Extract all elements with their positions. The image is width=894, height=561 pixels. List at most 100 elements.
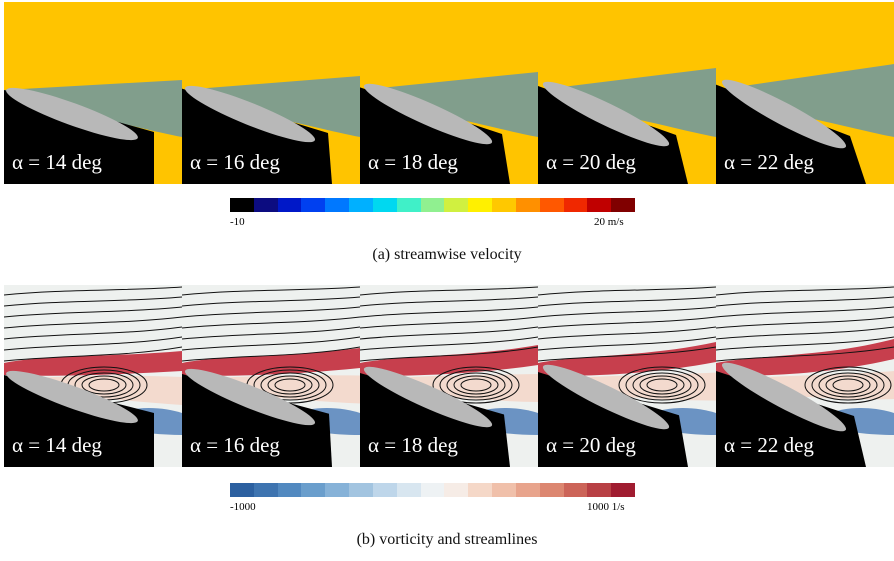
streamline: [716, 326, 894, 340]
streamline: [360, 326, 538, 340]
separated-region: [4, 80, 182, 137]
recirculation-streamline: [625, 369, 699, 401]
velocity-field: [4, 2, 182, 184]
separated-region: [182, 76, 360, 137]
airfoil-mask: [4, 375, 154, 467]
velocity-panel: α = 14 deg: [4, 2, 182, 184]
colorbar-segment: [277, 198, 302, 212]
streamline: [4, 316, 182, 329]
separated-region: [538, 68, 716, 137]
colorbar-segment: [349, 198, 373, 212]
vorticity-field: [360, 285, 538, 467]
colorbar-segment: [492, 198, 516, 212]
weak-vorticity-region: [380, 374, 538, 402]
recirculation-streamline: [453, 375, 499, 395]
streamline: [716, 306, 894, 318]
vorticity-panel: α = 22 deg: [716, 285, 894, 467]
velocity-panel: α = 22 deg: [716, 2, 894, 184]
vorticity-colorbar: [230, 483, 636, 497]
alpha-label: α = 22 deg: [724, 433, 814, 457]
recirculation-streamline: [825, 375, 871, 395]
alpha-label: α = 20 deg: [546, 433, 636, 457]
airfoil-mask: [182, 88, 332, 184]
streamline: [716, 316, 894, 329]
streamline: [538, 336, 716, 351]
velocity-row: α = 14 deg α = 16 deg α = 18 deg α = 20 deg…: [4, 2, 894, 184]
alpha-label: α = 22 deg: [724, 150, 814, 174]
streamline: [538, 296, 716, 307]
alpha-label: α = 16 deg: [190, 150, 280, 174]
colorbar-segment: [539, 483, 564, 497]
streamline: [716, 286, 894, 296]
streamline: [538, 346, 716, 362]
velocity-colorbar-min-label: -10: [230, 216, 245, 228]
streamline: [4, 296, 182, 307]
streamline: [4, 336, 182, 351]
colorbar-segment: [468, 483, 493, 497]
streamline: [360, 286, 538, 296]
streamline: [182, 316, 360, 329]
colorbar-segment: [253, 483, 278, 497]
streamline: [716, 346, 894, 362]
recirculation-streamline: [439, 369, 513, 401]
velocity-field: [716, 2, 894, 184]
colorbar-segment: [301, 198, 326, 212]
streamline: [182, 336, 360, 351]
recirculation-streamline: [832, 378, 864, 392]
streamline: [360, 346, 538, 362]
airfoil-shape: [542, 364, 670, 430]
streamline: [360, 336, 538, 351]
colorbar-segment: [587, 483, 612, 497]
recirculation-streamline: [446, 372, 506, 398]
colorbar-segment: [492, 483, 516, 497]
streamline: [716, 296, 894, 307]
colorbar-segment: [515, 483, 540, 497]
velocity-field: [182, 2, 360, 184]
airfoil-shape: [542, 81, 670, 147]
vorticity-panel: α = 20 deg: [538, 285, 716, 467]
airfoil-mask: [182, 374, 332, 467]
airfoil-mask: [538, 372, 688, 467]
airfoil-mask: [716, 371, 866, 467]
streamline: [182, 286, 360, 296]
recirculation-streamline: [639, 375, 685, 395]
colorbar-segment: [349, 483, 373, 497]
recirculation-streamline: [81, 375, 127, 395]
velocity-panel: α = 16 deg: [182, 2, 360, 184]
velocity-panel: α = 20 deg: [538, 2, 716, 184]
streamline: [4, 286, 182, 296]
airfoil-mask: [716, 84, 866, 184]
vorticity-row: α = 14 deg α = 16 deg α = 18 deg α = 20 deg…: [4, 285, 894, 467]
recirculation-streamline: [804, 366, 892, 404]
colorbar-segment: [230, 483, 254, 497]
colorbar-segment: [563, 483, 588, 497]
streamline: [182, 326, 360, 340]
colorbar-segment: [444, 198, 469, 212]
streamline: [538, 316, 716, 329]
recirculation-streamline: [253, 369, 327, 401]
vorticity-panel: α = 16 deg: [182, 285, 360, 467]
airfoil-shape: [6, 370, 138, 424]
velocity-field: [360, 2, 538, 184]
vorticity-field: [182, 285, 360, 467]
colorbar-segment: [325, 483, 350, 497]
recirculation-streamline: [74, 372, 134, 398]
airfoil-shape: [6, 87, 138, 141]
positive-vorticity-layer: [716, 339, 894, 376]
recirculation-streamline: [260, 372, 320, 398]
positive-vorticity-layer: [4, 351, 182, 376]
recirculation-streamline: [267, 375, 313, 395]
colorbar-segment: [611, 198, 636, 212]
separated-region: [716, 64, 894, 137]
colorbar-segment: [539, 198, 564, 212]
alpha-label: α = 20 deg: [546, 150, 636, 174]
alpha-label: α = 14 deg: [12, 150, 102, 174]
airfoil-mask: [360, 373, 510, 467]
vorticity-colorbar-max-label: 1000 1/s: [587, 501, 625, 513]
vorticity-field: [716, 285, 894, 467]
colorbar-segment: [468, 198, 493, 212]
separated-region: [360, 72, 538, 137]
colorbar-segment: [372, 483, 397, 497]
recirculation-streamline: [646, 378, 678, 392]
colorbar-segment: [396, 198, 421, 212]
